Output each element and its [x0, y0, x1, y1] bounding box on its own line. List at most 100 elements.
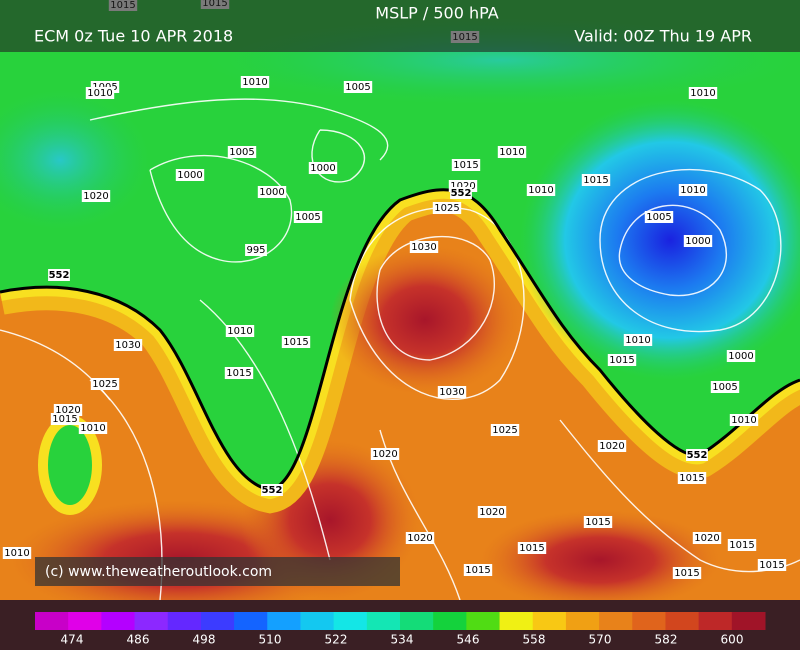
isobar-label: 1010 — [4, 548, 29, 559]
label-bg — [583, 516, 613, 528]
label-bg — [526, 184, 556, 196]
isobar-label: 1015 — [583, 175, 608, 186]
isobar-label: 1015 — [585, 517, 610, 528]
colorbar-swatch — [35, 612, 69, 630]
isobar-label: 1025 — [434, 203, 459, 214]
isobar-label: 1015 — [519, 543, 544, 554]
label-bg — [490, 424, 520, 436]
isobar-label: 1010 — [227, 326, 252, 337]
isobar-label: 1020 — [372, 449, 397, 460]
isobar-label: 1015 — [465, 565, 490, 576]
isobar-label: 1010 — [625, 335, 650, 346]
label-bg — [227, 146, 257, 158]
isobar-label: 1015 — [679, 473, 704, 484]
colorbar-label: 486 — [127, 633, 150, 647]
colorbar-swatch — [632, 612, 666, 630]
colorbar-swatch — [400, 612, 434, 630]
label-bg — [50, 413, 80, 425]
isobar-label: 1020 — [407, 533, 432, 544]
isobar-label: 1020 — [55, 405, 80, 416]
isobar-label: 1005 — [229, 147, 254, 158]
credit-box — [35, 557, 400, 586]
label-bg — [644, 211, 674, 223]
isobar-label: 1010 — [731, 415, 756, 426]
isobar-label: 1010 — [80, 423, 105, 434]
label-bg — [729, 414, 759, 426]
isobar-label: 1015 — [609, 355, 634, 366]
map-title: MSLP / 500 hPA — [375, 4, 498, 23]
isobar-label: 1030 — [439, 387, 464, 398]
colorbar-swatch — [366, 612, 401, 630]
colorbar-label: 546 — [457, 633, 480, 647]
isobar-label: 1000 — [310, 163, 335, 174]
isobar-label: 1000 — [685, 236, 710, 247]
isobar-label: 1025 — [92, 379, 117, 390]
isobar-label: 1015 — [52, 414, 77, 425]
colorbar-label: 582 — [655, 633, 678, 647]
colorbar-label: 510 — [259, 633, 282, 647]
label-bg — [308, 162, 338, 174]
isobar-label: 1005 — [646, 212, 671, 223]
label-bg — [757, 559, 787, 571]
isobar-label: 1010 — [690, 88, 715, 99]
label-bg — [726, 350, 756, 362]
isobar-label: 1010 — [528, 185, 553, 196]
label-bg — [672, 567, 702, 579]
isobar-label: 1010 — [87, 88, 112, 99]
label-bg — [245, 244, 267, 256]
isobar-label: 1020 — [479, 507, 504, 518]
label-bg — [90, 378, 120, 390]
colorbar-swatch — [599, 612, 633, 630]
colorbar-swatch — [300, 612, 335, 630]
label-bg — [175, 169, 205, 181]
label-bg — [677, 472, 707, 484]
colorbar-swatch — [698, 612, 733, 630]
label-bg — [224, 367, 254, 379]
thickness-label: 552 — [49, 270, 70, 281]
isobar-label: 1015 — [674, 568, 699, 579]
label-bg — [78, 422, 108, 434]
colorbar-swatch — [267, 612, 301, 630]
label-bg — [607, 354, 637, 366]
isobar-label: 1000 — [728, 351, 753, 362]
isobar-label: 1020 — [83, 191, 108, 202]
isobar-label: 1015 — [226, 368, 251, 379]
colorbar-swatch — [200, 612, 235, 630]
isobar-label: 1005 — [345, 82, 370, 93]
thickness-label: 552 — [687, 450, 708, 461]
label-bg — [581, 174, 611, 186]
header-bar — [0, 0, 800, 52]
label-bg — [113, 339, 143, 351]
label-bg — [623, 334, 653, 346]
isobar-label: 1000 — [259, 187, 284, 198]
isobar-label: 1000 — [177, 170, 202, 181]
isobar-label: 1020 — [694, 533, 719, 544]
label-bg — [437, 386, 467, 398]
colorbar-swatch — [433, 612, 467, 630]
colorbar-swatch — [731, 612, 766, 630]
colorbar-label: 522 — [325, 633, 348, 647]
label-bg — [370, 448, 400, 460]
label-bg — [81, 190, 111, 202]
colorbar-swatch — [68, 612, 102, 630]
isobar-label: 1020 — [599, 441, 624, 452]
isobar-label: 1005 — [712, 382, 737, 393]
isobar-label: 1020 — [450, 181, 475, 192]
label-bg — [293, 211, 323, 223]
label-bg — [432, 202, 462, 214]
colorbar-label: 600 — [721, 633, 744, 647]
isobar-label: 1030 — [115, 340, 140, 351]
thickness-552-line — [0, 188, 800, 492]
colorbar-label: 498 — [193, 633, 216, 647]
colorbar: 474 486 498 510 522 534 546 558 570 582 600 — [35, 612, 766, 647]
isobar-label: 1025 — [492, 425, 517, 436]
isobar-label: 1015 — [729, 540, 754, 551]
label-bg — [409, 241, 439, 253]
colorbar-swatch — [466, 612, 501, 630]
label-bg — [517, 542, 547, 554]
label-bg — [710, 381, 740, 393]
colorbar-swatch — [134, 612, 169, 630]
label-bg — [463, 564, 493, 576]
colorbar-label: 558 — [523, 633, 546, 647]
colorbar-swatch — [499, 612, 534, 630]
